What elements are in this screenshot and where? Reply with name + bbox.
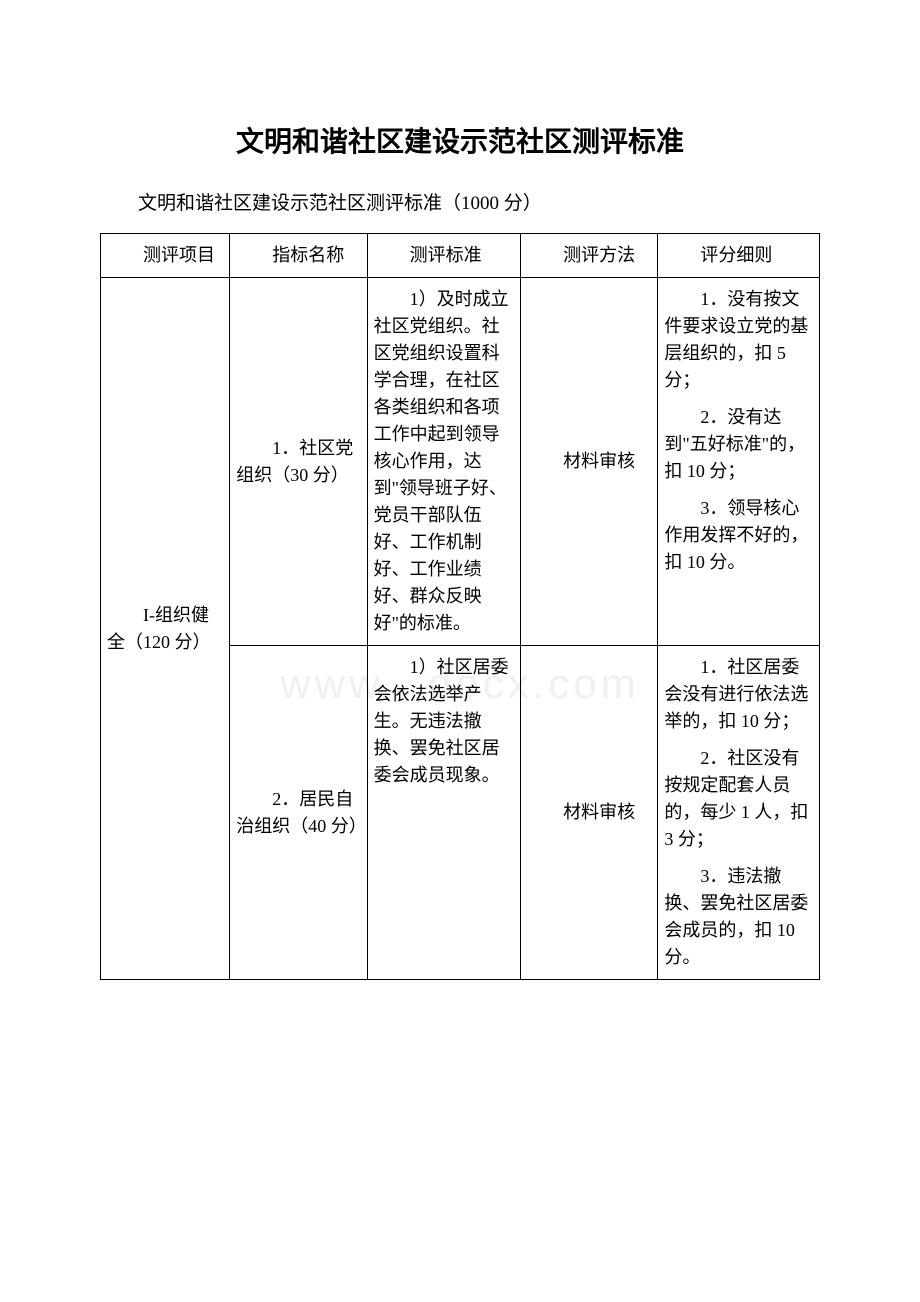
rule-item: 2．没有达到"五好标准"的，扣 10 分； [664, 404, 813, 485]
table-row: I-组织健全（120 分） 1．社区党组织（30 分） 1）及时成立社区党组织。… [101, 278, 820, 646]
document-content: 文明和谐社区建设示范社区测评标准 文明和谐社区建设示范社区测评标准（1000 分… [100, 120, 820, 980]
header-indicator: 指标名称 [230, 234, 367, 278]
criteria-text: 1）及时成立社区党组织。社区党组织设置科学合理，在社区各类组织和各项工作中起到领… [374, 286, 515, 637]
header-method: 测评方法 [521, 234, 658, 278]
rule-item: 2．社区没有按规定配套人员的，每少 1 人，扣 3 分； [664, 745, 813, 853]
rule-item: 3．领导核心作用发挥不好的，扣 10 分。 [664, 495, 813, 576]
rule-item: 3．违法撤换、罢免社区居委会成员的，扣 10 分。 [664, 863, 813, 971]
method-cell: 材料审核 [521, 646, 658, 980]
header-category: 测评项目 [101, 234, 230, 278]
method-cell: 材料审核 [521, 278, 658, 646]
rules-cell: 1．社区居委会没有进行依法选举的，扣 10 分； 2．社区没有按规定配套人员的，… [658, 646, 820, 980]
rule-item: 1．社区居委会没有进行依法选举的，扣 10 分； [664, 654, 813, 735]
indicator-cell: 1．社区党组织（30 分） [230, 278, 367, 646]
rule-item: 1．没有按文件要求设立党的基层组织的，扣 5 分； [664, 286, 813, 394]
header-criteria: 测评标准 [367, 234, 521, 278]
evaluation-table: 测评项目 指标名称 测评标准 测评方法 评分细则 I-组织健全（120 分） 1… [100, 233, 820, 980]
header-rules: 评分细则 [658, 234, 820, 278]
criteria-text: 1）社区居委会依法选举产生。无违法撤换、罢免社区居委会成员现象。 [374, 654, 515, 789]
criteria-cell: 1）及时成立社区党组织。社区党组织设置科学合理，在社区各类组织和各项工作中起到领… [367, 278, 521, 646]
criteria-cell: 1）社区居委会依法选举产生。无违法撤换、罢免社区居委会成员现象。 [367, 646, 521, 980]
category-cell: I-组织健全（120 分） [101, 278, 230, 980]
page-subtitle: 文明和谐社区建设示范社区测评标准（1000 分） [100, 188, 820, 215]
indicator-cell: 2．居民自治组织（40 分） [230, 646, 367, 980]
page-title: 文明和谐社区建设示范社区测评标准 [100, 120, 820, 160]
table-header-row: 测评项目 指标名称 测评标准 测评方法 评分细则 [101, 234, 820, 278]
rules-cell: 1．没有按文件要求设立党的基层组织的，扣 5 分； 2．没有达到"五好标准"的，… [658, 278, 820, 646]
